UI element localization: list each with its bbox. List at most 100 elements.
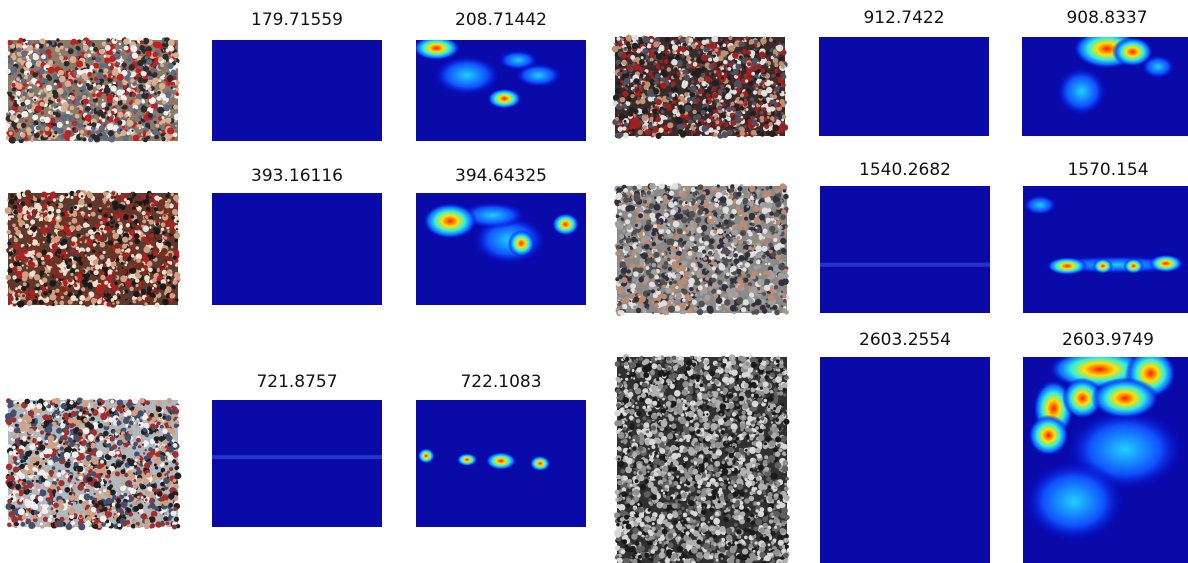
ground-truth-map — [212, 40, 382, 141]
photo-texture — [49, 515, 52, 518]
photo-texture — [91, 51, 93, 53]
photo-texture — [88, 424, 94, 430]
photo-texture — [25, 119, 28, 122]
photo-texture — [128, 399, 132, 403]
photo-texture — [121, 262, 124, 265]
photo-texture — [154, 228, 161, 235]
photo-texture — [82, 401, 88, 407]
photo-texture — [638, 130, 643, 135]
photo-texture — [167, 63, 173, 69]
photo-texture — [72, 451, 79, 458]
photo-texture — [176, 299, 179, 302]
photo-texture — [13, 435, 17, 439]
photo-texture — [168, 493, 174, 499]
photo-texture — [47, 475, 50, 478]
photo-texture — [155, 448, 159, 452]
photo-texture — [661, 110, 665, 114]
photo-texture — [119, 257, 122, 260]
photo-texture — [26, 61, 33, 68]
photo-texture — [81, 257, 86, 262]
photo-texture — [88, 434, 95, 441]
photo-texture — [631, 68, 634, 71]
photo-texture — [34, 288, 37, 291]
photo-texture — [92, 122, 97, 127]
photo-texture — [88, 43, 91, 46]
photo-texture — [147, 499, 149, 501]
photo-texture — [162, 270, 167, 275]
photo-texture — [638, 85, 642, 89]
photo-texture — [36, 94, 39, 97]
photo-texture — [93, 208, 96, 211]
photo-texture — [101, 228, 104, 231]
photo-texture — [141, 223, 144, 226]
photo-texture — [78, 199, 84, 205]
photo-texture — [81, 195, 84, 198]
photo-texture — [20, 464, 25, 469]
photo-texture — [25, 416, 32, 423]
photo-texture — [140, 40, 144, 44]
photo-texture — [15, 427, 21, 433]
photo-texture — [167, 269, 173, 275]
photo-texture — [35, 451, 39, 455]
photo-texture — [109, 480, 112, 483]
photo-texture — [70, 273, 73, 276]
photo-texture — [168, 52, 171, 55]
photo-texture — [86, 467, 90, 471]
photo-texture — [59, 490, 63, 494]
photo-texture — [116, 405, 122, 411]
photo-texture — [81, 236, 86, 241]
photo-texture — [117, 421, 122, 426]
photo-texture — [124, 46, 129, 51]
photo-texture — [160, 417, 162, 419]
photo-texture — [122, 244, 127, 249]
photo-texture — [154, 121, 157, 124]
photo-texture — [144, 246, 151, 253]
photo-texture — [96, 103, 99, 106]
photo-texture — [159, 83, 165, 89]
photo-texture — [160, 482, 165, 487]
photo-texture — [155, 124, 159, 128]
photo-texture — [40, 102, 45, 107]
photo-texture — [81, 90, 83, 92]
photo-texture — [73, 256, 77, 260]
photo-texture — [39, 300, 44, 305]
photo-texture — [114, 97, 118, 101]
photo-texture — [149, 233, 154, 238]
photo-texture — [630, 131, 633, 134]
photo-texture — [756, 87, 759, 90]
photo-texture — [167, 75, 173, 81]
photo-texture — [149, 76, 153, 80]
photo-texture — [26, 513, 29, 516]
photo-texture — [59, 441, 62, 444]
photo-texture — [145, 123, 150, 128]
heat-blob — [498, 50, 539, 70]
photo-texture — [118, 50, 121, 53]
photo-texture — [121, 501, 127, 507]
photo-texture — [779, 57, 783, 61]
photo-texture — [70, 56, 77, 63]
photo-texture — [51, 507, 54, 510]
photo-texture — [84, 301, 90, 307]
photo-texture — [95, 252, 100, 257]
photo-texture — [56, 458, 60, 462]
photo-texture — [164, 209, 169, 214]
photo-texture — [44, 283, 48, 287]
photo-texture — [21, 123, 26, 128]
photo-texture — [63, 251, 65, 253]
photo-texture — [143, 132, 146, 135]
photo-texture — [124, 252, 130, 258]
photo-texture — [171, 193, 174, 196]
photo-texture — [45, 100, 49, 104]
photo-texture — [141, 71, 146, 76]
photo-texture — [115, 471, 120, 476]
photo-texture — [129, 421, 134, 426]
photo-texture — [25, 519, 29, 523]
photo-texture — [44, 481, 50, 487]
photo-texture — [782, 115, 786, 119]
ground-truth-count: 721.8757 — [256, 372, 337, 392]
photo-texture — [169, 235, 171, 237]
photo-texture — [12, 446, 16, 450]
photo-texture — [139, 424, 141, 426]
photo-texture — [635, 87, 638, 90]
photo-texture — [13, 243, 20, 250]
